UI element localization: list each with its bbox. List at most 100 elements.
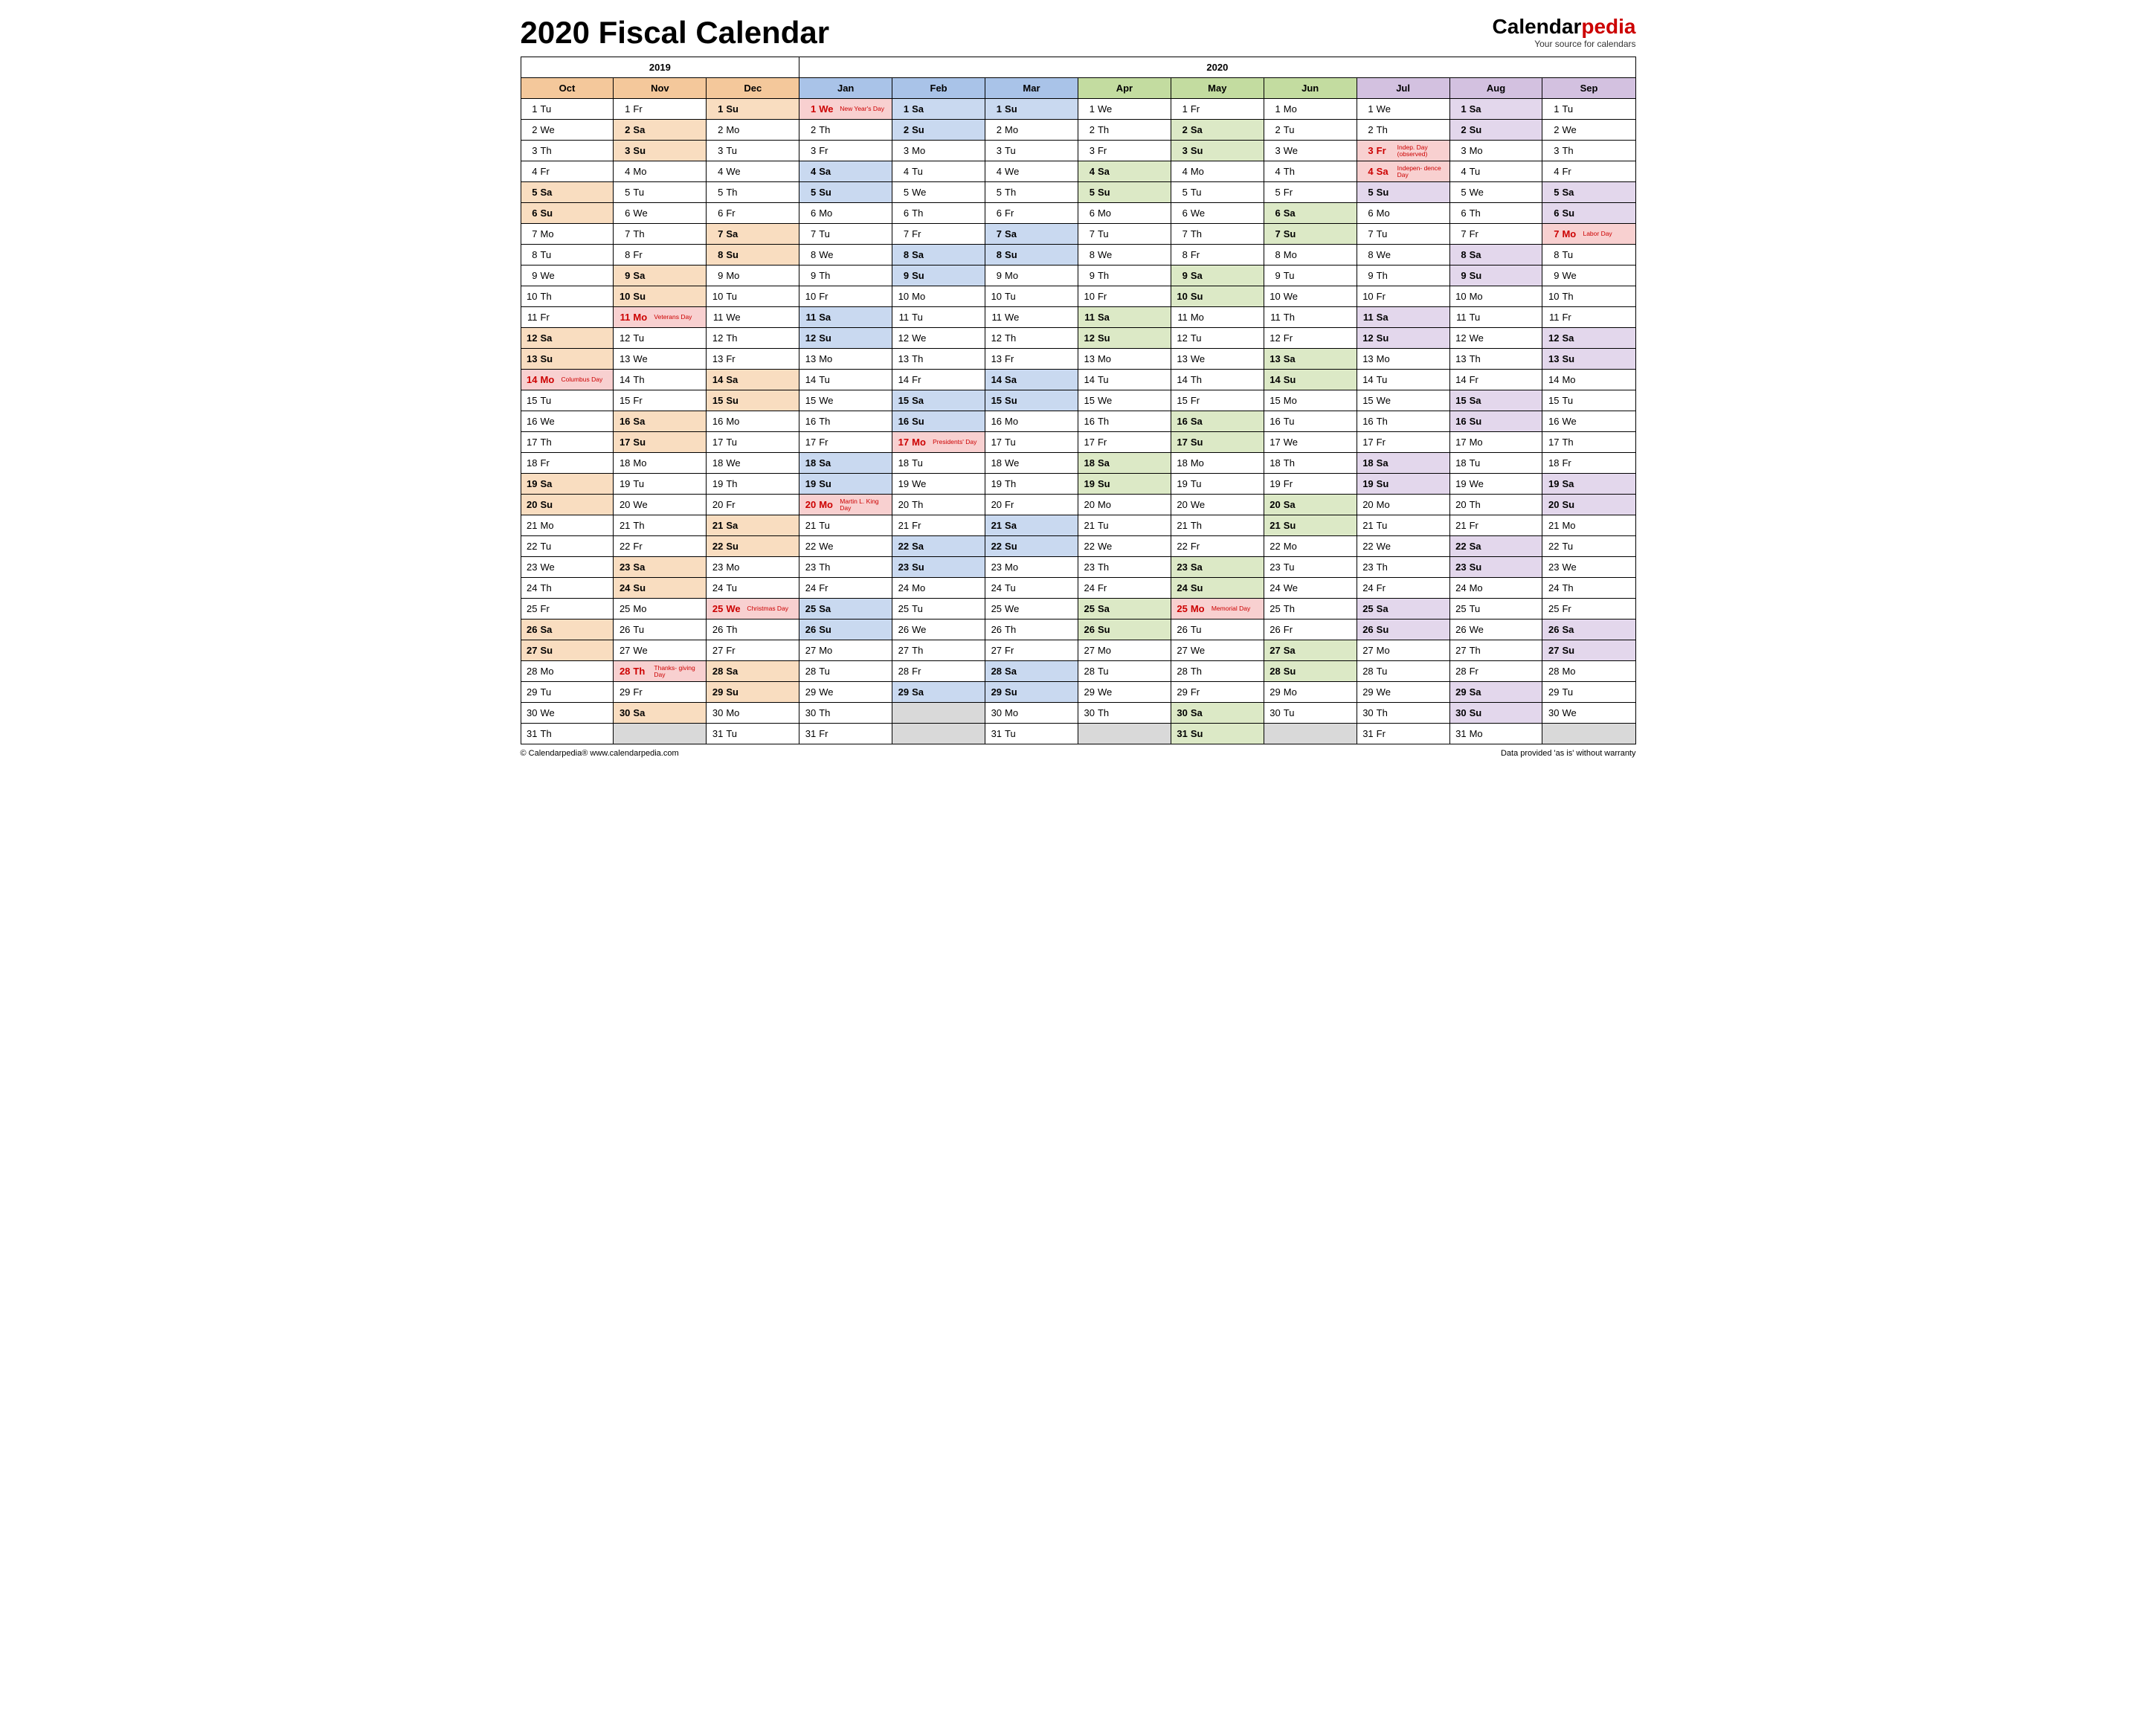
day-cell: 7Su: [1264, 224, 1357, 245]
day-cell: 18Tu: [892, 453, 985, 474]
day-cell: 8We: [1357, 245, 1449, 266]
day-cell: [1542, 724, 1635, 744]
day-cell: 7Tu: [1357, 224, 1449, 245]
day-cell: 17Fr: [799, 432, 892, 453]
day-cell: 3FrIndep. Day (observed): [1357, 141, 1449, 161]
day-cell: 2Mo: [985, 120, 1078, 141]
day-cell: 16Th: [799, 411, 892, 432]
day-cell: 28ThThanks- giving Day: [614, 661, 707, 682]
day-cell: 29Sa: [1449, 682, 1542, 703]
day-cell: 12Th: [985, 328, 1078, 349]
day-cell: 20MoMartin L. King Day: [799, 495, 892, 515]
day-cell: 4Sa: [1078, 161, 1171, 182]
day-cell: 5Fr: [1264, 182, 1357, 203]
day-cell: 6Su: [1542, 203, 1635, 224]
day-cell: 18Sa: [1078, 453, 1171, 474]
day-cell: 29Tu: [521, 682, 614, 703]
day-cell: 10Th: [521, 286, 614, 307]
day-cell: 24Th: [521, 578, 614, 599]
day-cell: 29Su: [985, 682, 1078, 703]
day-cell: 18Th: [1264, 453, 1357, 474]
day-cell: 2We: [1542, 120, 1635, 141]
day-cell: 6Sa: [1264, 203, 1357, 224]
day-cell: 6Th: [1449, 203, 1542, 224]
day-cell: 31Tu: [707, 724, 799, 744]
day-cell: 1Sa: [1449, 99, 1542, 120]
day-cell: 14Mo: [1542, 370, 1635, 390]
day-cell: 19Su: [1357, 474, 1449, 495]
day-cell: 11Fr: [1542, 307, 1635, 328]
day-cell: 27We: [614, 640, 707, 661]
day-cell: 4SaIndepen- dence Day: [1357, 161, 1449, 182]
day-cell: 15Sa: [1449, 390, 1542, 411]
day-cell: 9Th: [1078, 266, 1171, 286]
day-cell: 2Su: [892, 120, 985, 141]
day-cell: 30Mo: [707, 703, 799, 724]
day-cell: 2We: [521, 120, 614, 141]
day-cell: 15Su: [707, 390, 799, 411]
day-cell: 23Su: [1449, 557, 1542, 578]
holiday-label: Columbus Day: [561, 376, 611, 383]
day-cell: 19Su: [1078, 474, 1171, 495]
day-cell: 22Mo: [1264, 536, 1357, 557]
day-cell: 28Tu: [1078, 661, 1171, 682]
day-cell: 5We: [1449, 182, 1542, 203]
day-cell: 2Th: [1357, 120, 1449, 141]
day-cell: 27Mo: [1357, 640, 1449, 661]
day-cell: 28Sa: [707, 661, 799, 682]
month-header-jun20: Jun: [1264, 78, 1357, 99]
day-cell: 30Th: [1078, 703, 1171, 724]
day-cell: 11Sa: [1357, 307, 1449, 328]
day-cell: 12Sa: [1542, 328, 1635, 349]
day-cell: 4We: [707, 161, 799, 182]
day-cell: 15Fr: [1171, 390, 1264, 411]
day-cell: 11Th: [1264, 307, 1357, 328]
day-cell: 28Th: [1171, 661, 1264, 682]
day-cell: 23Tu: [1264, 557, 1357, 578]
day-cell: 16Tu: [1264, 411, 1357, 432]
day-cell: 5We: [892, 182, 985, 203]
day-cell: 26Sa: [521, 620, 614, 640]
day-cell: 30Mo: [985, 703, 1078, 724]
header: 2020 Fiscal Calendar Calendarpedia Your …: [521, 15, 1636, 51]
day-cell: 27Su: [1542, 640, 1635, 661]
day-cell: 5Sa: [521, 182, 614, 203]
day-cell: 22We: [799, 536, 892, 557]
holiday-label: New Year's Day: [840, 106, 889, 112]
day-cell: 11Fr: [521, 307, 614, 328]
day-cell: 17Mo: [1449, 432, 1542, 453]
day-cell: 13Th: [892, 349, 985, 370]
holiday-label: Martin L. King Day: [840, 498, 889, 512]
day-cell: 27Su: [521, 640, 614, 661]
day-cell: 22Fr: [614, 536, 707, 557]
day-cell: 24We: [1264, 578, 1357, 599]
day-cell: 29Fr: [614, 682, 707, 703]
day-cell: 24Fr: [1357, 578, 1449, 599]
day-cell: 30Sa: [614, 703, 707, 724]
day-cell: 13Th: [1449, 349, 1542, 370]
month-header-aug20: Aug: [1449, 78, 1542, 99]
day-cell: 27Fr: [985, 640, 1078, 661]
day-cell: 18We: [707, 453, 799, 474]
day-cell: 9We: [521, 266, 614, 286]
day-cell: 15Tu: [1542, 390, 1635, 411]
day-cell: 16Th: [1357, 411, 1449, 432]
day-cell: 9Su: [1449, 266, 1542, 286]
day-cell: 22Tu: [1542, 536, 1635, 557]
day-cell: 11Sa: [1078, 307, 1171, 328]
day-cell: 2Th: [1078, 120, 1171, 141]
day-cell: 17Tu: [985, 432, 1078, 453]
day-cell: 9Su: [892, 266, 985, 286]
day-cell: 1Fr: [1171, 99, 1264, 120]
day-cell: 20Sa: [1264, 495, 1357, 515]
day-cell: 10Fr: [799, 286, 892, 307]
day-cell: 7Th: [614, 224, 707, 245]
day-cell: 13Su: [521, 349, 614, 370]
day-cell: 30We: [1542, 703, 1635, 724]
day-cell: 11Tu: [1449, 307, 1542, 328]
day-cell: 14Sa: [707, 370, 799, 390]
day-cell: 7Fr: [1449, 224, 1542, 245]
day-cell: 11Sa: [799, 307, 892, 328]
day-cell: 21Fr: [1449, 515, 1542, 536]
day-cell: 29Su: [707, 682, 799, 703]
